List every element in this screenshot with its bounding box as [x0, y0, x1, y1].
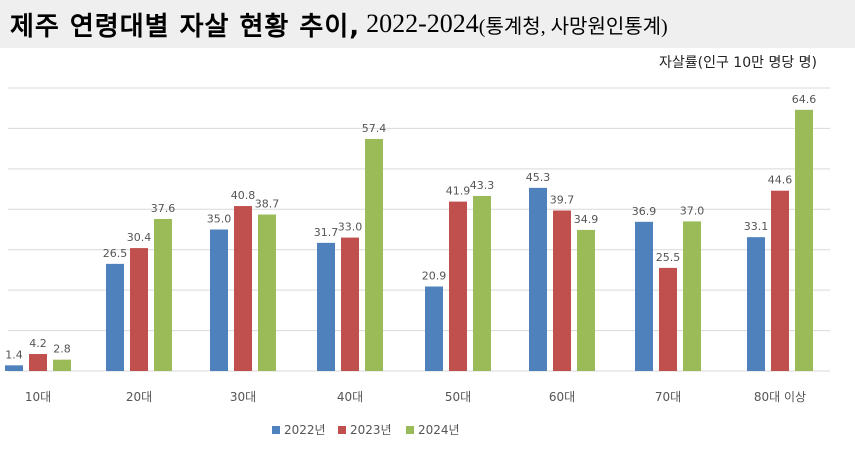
bar-2024년-20대	[154, 218, 172, 371]
x-tick-label: 70대	[655, 390, 681, 404]
bar-2023년-70대	[659, 267, 677, 371]
data-label: 38.7	[255, 198, 280, 211]
bar-2022년-30대	[210, 229, 228, 371]
bar-2024년-60대	[577, 229, 595, 371]
bar-2022년-10대	[5, 365, 23, 371]
legend-label: 2023년	[350, 423, 392, 437]
bar-2024년-30대	[258, 214, 276, 371]
bar-2022년-70대	[635, 221, 653, 371]
bar-2023년-20대	[130, 248, 148, 371]
bar-2023년-60대	[553, 210, 571, 371]
data-label: 43.3	[470, 179, 495, 192]
chart-title: 제주 연령대별 자살 현황 추이, 2022-2024 (통계청, 사망원인통계…	[0, 0, 855, 48]
bar-2023년-10대	[29, 354, 47, 371]
bar-2023년-50대	[449, 201, 467, 371]
data-label: 57.4	[362, 122, 387, 135]
data-label: 31.7	[314, 226, 339, 239]
bar-2023년-80대 이상	[771, 190, 789, 371]
data-label: 34.9	[574, 213, 599, 226]
bar-2022년-40대	[317, 242, 335, 371]
bar-2022년-60대	[529, 187, 547, 371]
bar-2024년-10대	[53, 359, 71, 371]
data-label: 36.9	[632, 205, 657, 218]
bar-2024년-40대	[365, 138, 383, 371]
bar-2024년-70대	[683, 221, 701, 371]
bar-2022년-50대	[425, 286, 443, 371]
x-tick-label: 80대 이상	[754, 390, 806, 404]
x-tick-label: 50대	[445, 390, 471, 404]
bar-2024년-80대 이상	[795, 109, 813, 372]
data-label: 1.4	[5, 348, 23, 361]
data-label: 41.9	[446, 185, 471, 198]
data-label: 30.4	[127, 231, 152, 244]
data-label: 33.1	[744, 220, 769, 233]
data-label: 2.8	[53, 343, 71, 356]
bar-2022년-80대 이상	[747, 237, 765, 371]
title-source: (통계청, 사망원인통계)	[478, 15, 668, 38]
x-tick-label: 20대	[126, 390, 152, 404]
data-label: 64.6	[792, 93, 817, 106]
legend-swatch	[338, 426, 346, 434]
data-label: 39.7	[550, 193, 575, 206]
legend-label: 2024년	[418, 423, 460, 437]
bar-2023년-30대	[234, 206, 252, 371]
data-label: 37.0	[680, 204, 705, 217]
legend-label: 2022년	[284, 423, 326, 437]
data-label: 4.2	[29, 337, 47, 350]
data-label: 33.0	[338, 221, 363, 234]
data-label: 25.5	[656, 251, 681, 264]
bar-2024년-50대	[473, 195, 491, 371]
x-tick-label: 10대	[25, 390, 51, 404]
data-label: 35.0	[207, 213, 232, 226]
x-tick-label: 60대	[549, 390, 575, 404]
data-label: 37.6	[151, 202, 176, 215]
bar-2022년-20대	[106, 263, 124, 371]
y-axis-unit-label: 자살률(인구 10만 명당 명)	[658, 55, 817, 71]
x-tick-label: 40대	[337, 390, 363, 404]
title-years: 2022-2024	[366, 9, 479, 38]
data-label: 40.8	[231, 189, 256, 202]
x-tick-label: 30대	[230, 390, 256, 404]
title-main: 제주 연령대별 자살 현황 추이,	[10, 11, 361, 42]
data-label: 44.6	[768, 174, 793, 187]
legend-swatch	[406, 426, 414, 434]
bar-2023년-40대	[341, 237, 359, 371]
data-label: 26.5	[103, 247, 128, 260]
data-label: 45.3	[526, 171, 551, 184]
legend-swatch	[272, 426, 280, 434]
data-label: 20.9	[422, 270, 447, 283]
